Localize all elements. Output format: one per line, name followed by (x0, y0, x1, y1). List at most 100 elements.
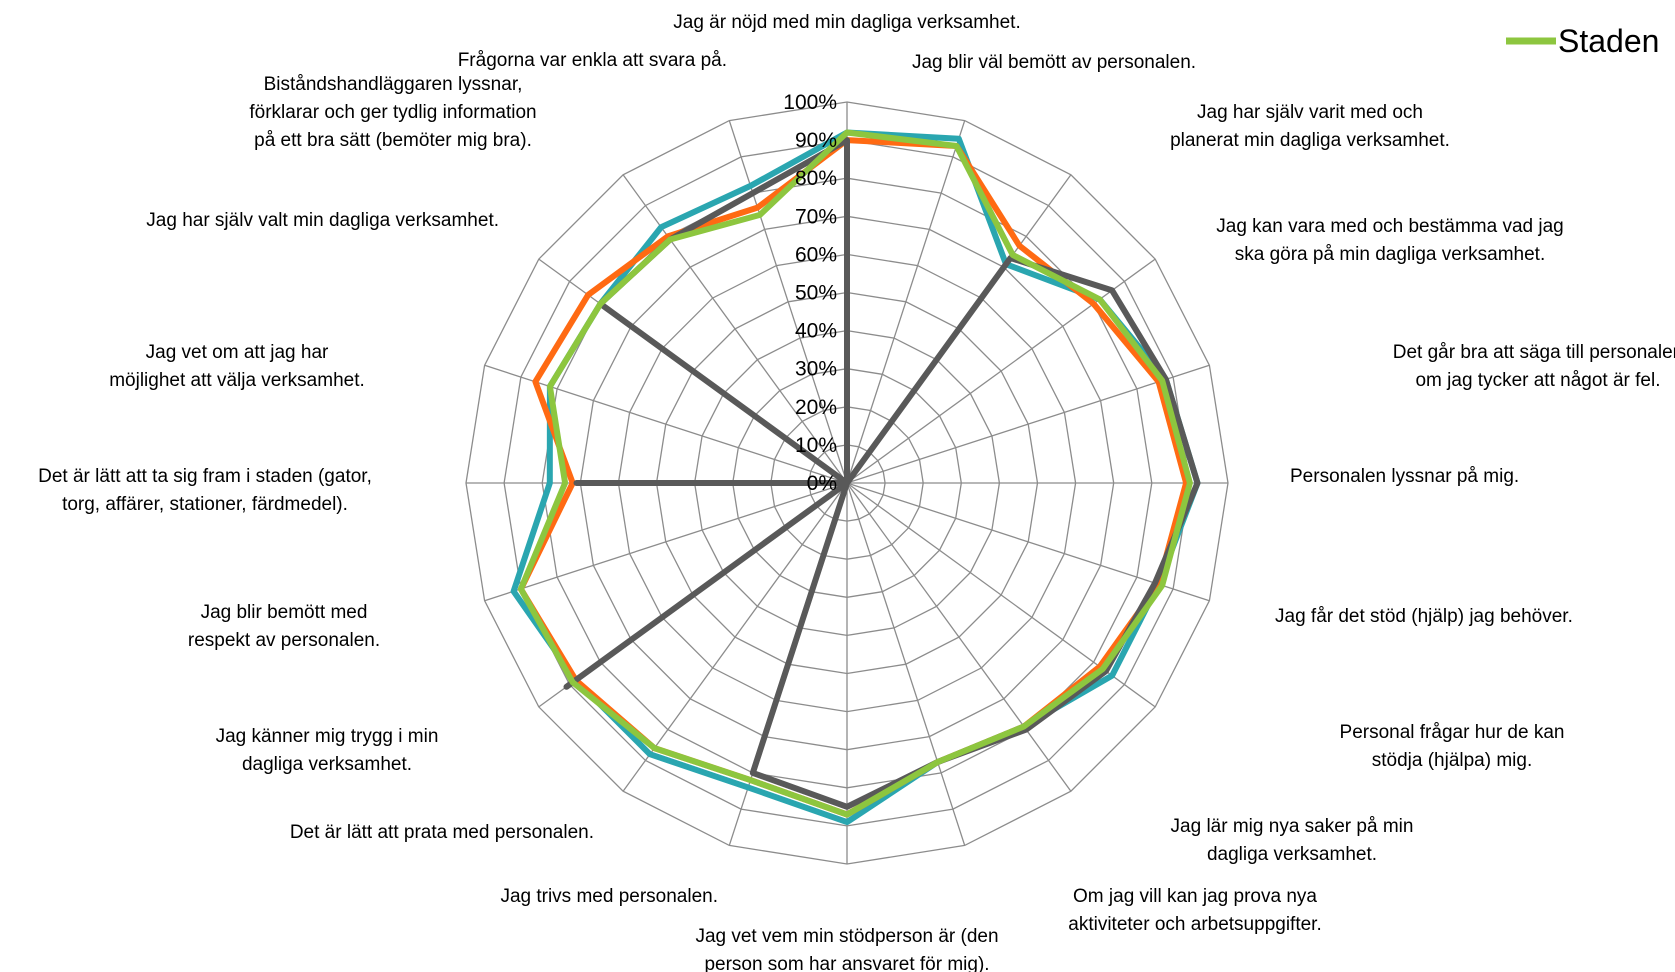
data-point (759, 214, 761, 216)
axis-label: Jag trivs med personalen. (500, 886, 718, 907)
data-point (660, 226, 662, 228)
data-point (1010, 257, 1011, 259)
data-point (1185, 482, 1187, 484)
tick-label: 0% (807, 472, 837, 495)
tick-label: 100% (783, 91, 837, 114)
data-point (549, 482, 551, 484)
data-point (750, 185, 751, 187)
data-point (564, 482, 566, 484)
axis-label: Frågorna var enkla att svara på. (458, 50, 727, 71)
axis-label: Jag kan vara med och bestämma vad jag ska… (1216, 216, 1563, 265)
data-point (1018, 245, 1020, 247)
tick-label: 20% (795, 396, 837, 419)
grid-spoke (622, 482, 848, 792)
axis-label: Det är lätt att ta sig fram i staden (ga… (38, 466, 372, 515)
axis-label: Jag vet om att jag har möjlighet att välj… (109, 342, 365, 391)
grid-spoke (846, 364, 1210, 484)
data-point (587, 294, 589, 296)
data-point (846, 132, 848, 133)
data-point (576, 482, 577, 484)
grid-spoke (846, 258, 1156, 484)
data-point (1105, 670, 1107, 672)
data-point (937, 761, 939, 763)
data-point (667, 235, 669, 237)
data-point (1099, 298, 1101, 300)
tick-label: 50% (795, 282, 837, 305)
grid-spoke (484, 482, 848, 602)
data-point (649, 753, 651, 755)
axis-label: Jag är nöjd med min dagliga verksamhet. (673, 12, 1020, 33)
data-point (750, 779, 751, 781)
data-point (1197, 482, 1198, 484)
data-point (1102, 668, 1104, 670)
tick-label: 10% (795, 434, 837, 457)
grid-spoke (728, 120, 848, 484)
data-point (1012, 254, 1014, 256)
data-point (534, 381, 536, 383)
axis-label: Jag känner mig trygg i min dagliga verksa… (216, 726, 439, 775)
axis-label: Jag vet vem min stödperson är (den person… (695, 926, 998, 972)
data-point (846, 821, 848, 823)
data-point (1111, 289, 1113, 291)
axis-label: Det är lätt att prata med personalen. (290, 822, 594, 843)
tick-label: 40% (795, 320, 837, 343)
data-point (1161, 584, 1163, 586)
data-point (747, 786, 749, 788)
axis-label: Biståndshandläggaren lyssnar, förklarar o… (249, 74, 536, 151)
data-point (1093, 303, 1095, 305)
grid-spoke (846, 482, 1072, 792)
data-point (757, 207, 758, 209)
axis-label: Om jag vill kan jag prova nya aktiviteter… (1068, 886, 1321, 935)
data-point (572, 482, 574, 484)
tick-label: 60% (795, 243, 837, 266)
data-point (752, 192, 754, 194)
data-point (669, 239, 671, 240)
axis-label: Jag har själv valt min dagliga verksamhe… (146, 210, 499, 231)
axis-label: Jag har själv varit med och planerat min … (1170, 102, 1450, 151)
data-point (1189, 482, 1191, 484)
data-point (1025, 729, 1027, 731)
data-point (1154, 582, 1156, 584)
data-point (599, 303, 601, 305)
data-point (846, 482, 848, 484)
tick-label: 90% (795, 129, 837, 152)
axis-label: Jag lär mig nya saker på min dagliga verk… (1171, 816, 1414, 865)
axis-label: Jag blir bemött med respekt av personalen… (188, 602, 380, 651)
data-point (1161, 380, 1163, 382)
data-point (513, 590, 515, 592)
legend: Staden (1506, 23, 1659, 59)
axis-label: Personal frågar hur de kan stödja (hjälpa… (1340, 722, 1565, 771)
axis-label: Det går bra att säga till personalen om j… (1393, 342, 1675, 391)
data-point (958, 138, 960, 140)
data-point (566, 686, 567, 688)
data-point (572, 681, 574, 683)
data-point (1158, 583, 1160, 585)
data-point (1099, 666, 1101, 668)
grid-spoke (846, 120, 966, 484)
data-point (549, 386, 551, 387)
tick-label: 70% (795, 205, 837, 228)
data-point (846, 806, 848, 808)
grid-spoke (846, 482, 966, 846)
data-point (1023, 726, 1025, 727)
axis-label: Personalen lyssnar på mig. (1290, 466, 1519, 487)
data-point (956, 145, 957, 147)
data-point (1111, 675, 1113, 677)
radar-axis-labels: Jag är nöjd med min dagliga verksamhet. J… (38, 12, 1675, 972)
data-point (653, 747, 655, 749)
legend-label-staden: Staden (1558, 23, 1659, 59)
tick-label: 80% (795, 167, 837, 190)
data-point (520, 588, 522, 590)
grid-spoke (484, 364, 848, 484)
grid-spoke (846, 482, 1210, 602)
radar-tick-labels: 0% 10% 20% 30% 40% 50% 60% 70% 80% 90% 100% (783, 91, 837, 495)
data-point (1158, 381, 1160, 383)
data-point (752, 772, 754, 774)
radar-series (510, 129, 1201, 826)
data-point (846, 814, 848, 815)
data-point (1165, 378, 1167, 380)
data-point (846, 139, 848, 141)
tick-label: 30% (795, 358, 837, 381)
axis-label: Jag blir väl bemött av personalen. (912, 52, 1196, 73)
